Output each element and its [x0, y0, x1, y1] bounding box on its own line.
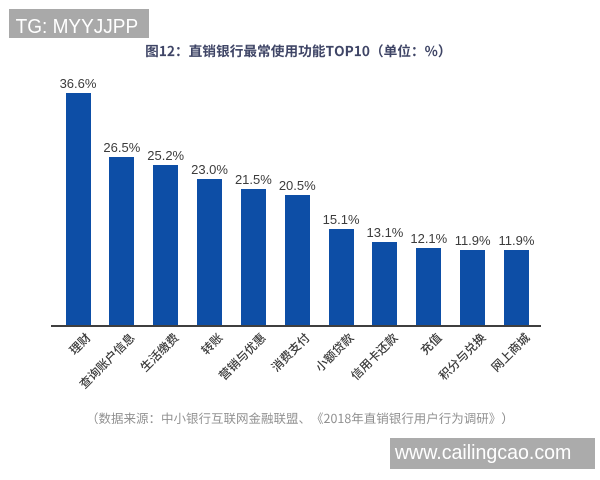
x-tick-label-text	[437, 332, 487, 380]
watermark-top-left-text: TG: MYYJJPP	[15, 15, 139, 38]
x-tick-label-text	[78, 333, 135, 389]
chart-title	[0, 44, 598, 58]
bar-value-label: 21.5%	[234, 171, 272, 187]
bar-信用卡还款	[372, 241, 398, 325]
source-note	[0, 411, 600, 425]
source-note-text	[94, 411, 506, 424]
bar-value-label: 11.9%	[454, 232, 491, 248]
x-tick-label-text	[350, 332, 399, 380]
x-tick-label	[138, 331, 180, 373]
bar-营销与优惠	[240, 188, 266, 325]
bar-小额贷款	[328, 229, 354, 325]
x-tick-label-text	[270, 332, 310, 372]
x-tick-label	[217, 331, 268, 382]
bar-生活缴费	[153, 165, 179, 325]
bar-消费支付	[284, 195, 310, 325]
x-tick-label	[67, 331, 92, 356]
bar-value-label: 20.5%	[278, 178, 316, 193]
x-tick-label	[489, 331, 531, 373]
bar-value-label: 36.6%	[59, 76, 97, 91]
bar-value-label: 26.5%	[103, 140, 141, 155]
x-tick-label-text	[68, 332, 91, 355]
x-tick-label-text	[140, 332, 180, 372]
x-tick-label	[436, 331, 487, 382]
bar-value-label: 13.1%	[366, 224, 404, 240]
x-tick-label-text	[218, 331, 267, 380]
x-axis-line	[51, 324, 541, 327]
bar-查询账户信息	[109, 157, 135, 325]
watermark-bottom-right-text: www.cailingcao.com	[394, 442, 572, 464]
bar-value-label: 11.9%	[498, 232, 535, 248]
bar-积分与兑换	[460, 249, 486, 325]
x-tick-label	[77, 331, 136, 390]
x-tick-label-text	[200, 332, 223, 354]
watermark-bottom-right: www.cailingcao.com	[390, 438, 595, 469]
bar-转账	[197, 179, 223, 325]
x-tick-label	[269, 331, 311, 373]
bar-value-label: 15.1%	[322, 212, 360, 228]
x-tick-label	[418, 331, 443, 356]
x-tick-label-text	[490, 332, 530, 372]
bar-value-label: 23.0%	[191, 162, 228, 178]
bar-value-label: 12.1%	[410, 231, 448, 247]
bar-理财	[65, 93, 91, 325]
chart-title-text	[145, 44, 443, 58]
x-tick-label	[199, 331, 224, 356]
x-tick-label-text	[317, 332, 355, 371]
bar-value-label: 25.2%	[147, 148, 185, 164]
bar-充值	[416, 248, 442, 325]
x-tick-label-text	[420, 332, 443, 355]
watermark-top-left: TG: MYYJJPP	[9, 9, 149, 38]
bar-网上商城	[504, 249, 529, 325]
x-tick-label	[313, 331, 355, 373]
x-tick-label	[349, 331, 400, 382]
